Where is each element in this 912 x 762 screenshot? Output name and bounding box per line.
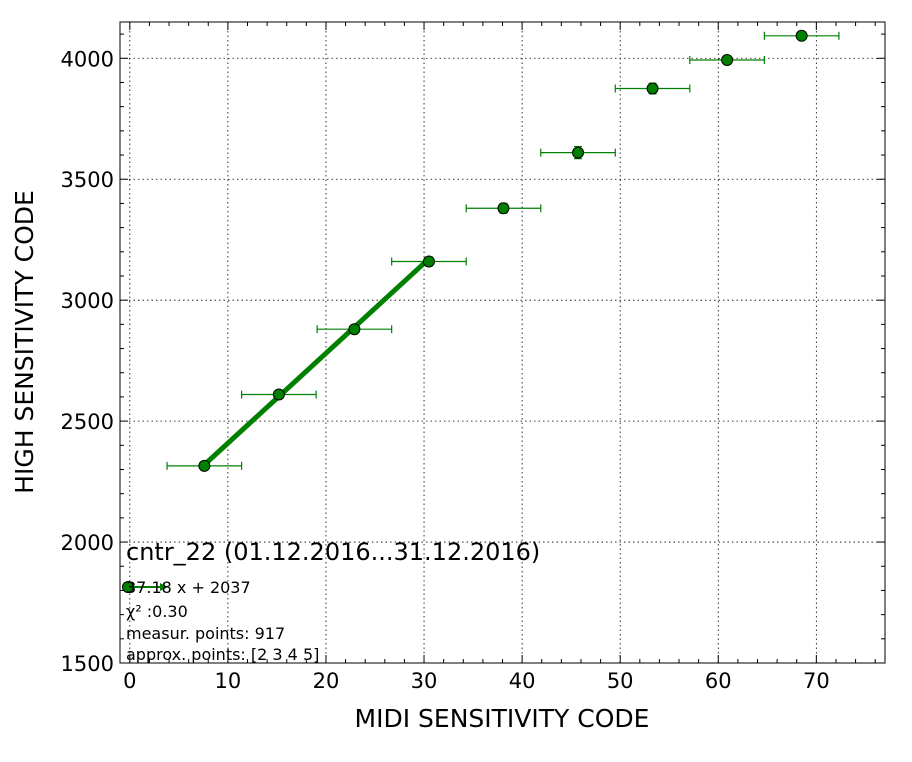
legend-arrow-icon — [160, 583, 168, 591]
data-point — [721, 53, 734, 66]
fit-line-layer — [202, 256, 431, 467]
x-tick-label: 70 — [803, 669, 830, 693]
legend-approx-points: approx. points: [2 3 4 5] — [126, 645, 319, 664]
data-point — [272, 388, 285, 401]
y-tick-label: 2000 — [61, 531, 114, 555]
legend: 37.18 x + 2037 χ² :0.30 measur. points: … — [122, 578, 319, 664]
data-point — [422, 255, 435, 268]
y-tick-label: 3500 — [61, 168, 114, 192]
legend-chi2: χ² :0.30 — [126, 602, 188, 621]
x-tick-label: 30 — [411, 669, 438, 693]
x-tick-label: 50 — [607, 669, 634, 693]
data-point — [497, 202, 510, 215]
legend-marker — [122, 581, 134, 593]
data-point — [198, 459, 211, 472]
y-axis-label: HIGH SENSITIVITY CODE — [10, 190, 39, 494]
legend-measur-points: measur. points: 917 — [126, 624, 285, 643]
data-point — [795, 29, 808, 42]
x-tick-label: 10 — [215, 669, 242, 693]
y-tick-label: 4000 — [61, 47, 114, 71]
major-ticks — [120, 22, 885, 664]
fit-line — [202, 256, 431, 467]
chart-title: cntr_22 (01.12.2016...31.12.2016) — [126, 538, 540, 566]
x-tick-label: 0 — [123, 669, 136, 693]
y-tick-labels: 1500 2000 2500 3000 3500 4000 — [61, 47, 114, 676]
x-tick-labels: 0 10 20 30 40 50 60 70 — [123, 669, 830, 693]
plot-frame — [119, 21, 886, 664]
x-tick-label: 60 — [705, 669, 732, 693]
x-tick-label: 40 — [509, 669, 536, 693]
x-tick-label: 20 — [313, 669, 340, 693]
data-point — [572, 146, 585, 159]
legend-fit-equation: 37.18 x + 2037 — [126, 578, 251, 597]
y-tick-label: 1500 — [61, 652, 114, 676]
data-points — [198, 29, 808, 472]
y-tick-label: 3000 — [61, 289, 114, 313]
grid-lines — [120, 22, 885, 664]
data-point — [646, 82, 659, 95]
data-point — [348, 323, 361, 336]
x-axis-label: MIDI SENSITIVITY CODE — [355, 704, 650, 733]
y-tick-label: 2500 — [61, 410, 114, 434]
minor-ticks — [120, 22, 885, 663]
